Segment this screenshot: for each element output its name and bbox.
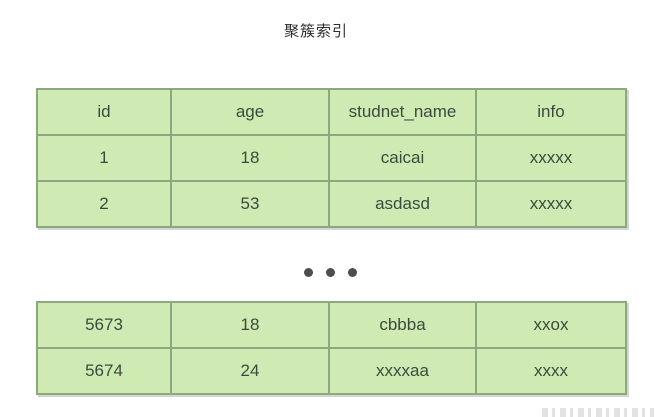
cell-info: xxxxx — [475, 134, 627, 182]
watermark-fragment — [542, 408, 654, 417]
column-header-age: age — [170, 88, 330, 136]
column-header-id: id — [36, 88, 172, 136]
cell-id: 5674 — [36, 347, 172, 395]
ellipsis-dot — [326, 267, 335, 277]
cell-id: 1 — [36, 134, 172, 182]
cell-info: xxox — [475, 301, 627, 349]
cell-name: cbbba — [328, 301, 477, 349]
cell-info: xxxxx — [475, 180, 627, 228]
cell-name: xxxxaa — [328, 347, 477, 395]
ellipsis-dot — [304, 267, 313, 277]
table-row: 2 53 asdasd xxxxx — [36, 180, 627, 228]
top-table: id age studnet_name info 1 18 caicai xxx… — [36, 88, 627, 228]
bottom-table: 5673 18 cbbba xxox 5674 24 xxxxaa xxxx — [36, 301, 627, 395]
table-header-row: id age studnet_name info — [36, 88, 627, 136]
page-title: 聚簇索引 — [283, 23, 348, 40]
column-header-studnet-name: studnet_name — [328, 88, 477, 136]
cell-id: 5673 — [36, 301, 172, 349]
table-row: 5674 24 xxxxaa xxxx — [36, 347, 627, 395]
cell-info: xxxx — [475, 347, 627, 395]
table-row: 1 18 caicai xxxxx — [36, 134, 627, 182]
cell-name: caicai — [328, 134, 477, 182]
cell-age: 18 — [170, 134, 330, 182]
ellipsis-dot — [348, 267, 357, 277]
cell-age: 18 — [170, 301, 330, 349]
ellipsis — [36, 267, 625, 277]
cell-age: 53 — [170, 180, 330, 228]
cell-age: 24 — [170, 347, 330, 395]
table-row: 5673 18 cbbba xxox — [36, 301, 627, 349]
cell-name: asdasd — [328, 180, 477, 228]
cell-id: 2 — [36, 180, 172, 228]
column-header-info: info — [475, 88, 627, 136]
